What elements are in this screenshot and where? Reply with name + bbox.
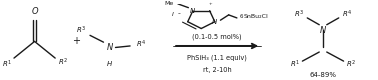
Text: N: N bbox=[212, 19, 217, 25]
Text: $R^2$: $R^2$ bbox=[346, 58, 356, 70]
Text: N: N bbox=[106, 43, 113, 52]
Text: N: N bbox=[320, 26, 326, 35]
Text: $R^2$: $R^2$ bbox=[58, 57, 68, 68]
Text: (0.1-0.5 mol%): (0.1-0.5 mol%) bbox=[192, 33, 242, 40]
Text: Me: Me bbox=[164, 1, 173, 6]
Text: $R^1$: $R^1$ bbox=[2, 58, 11, 70]
Text: $R^3$: $R^3$ bbox=[294, 8, 304, 20]
Text: SnBu₂Cl: SnBu₂Cl bbox=[244, 14, 268, 19]
Text: N: N bbox=[190, 8, 195, 14]
Text: $R^1$: $R^1$ bbox=[290, 58, 300, 70]
Text: rt, 2-10h: rt, 2-10h bbox=[203, 67, 232, 73]
Text: 64-89%: 64-89% bbox=[310, 72, 336, 78]
Text: +: + bbox=[72, 36, 80, 46]
Text: $^-$: $^-$ bbox=[177, 10, 182, 15]
Text: PhSiH₃ (1.1 equiv): PhSiH₃ (1.1 equiv) bbox=[187, 54, 247, 61]
Text: 6: 6 bbox=[240, 14, 243, 19]
Text: H: H bbox=[107, 61, 112, 67]
Text: $^+$: $^+$ bbox=[208, 2, 215, 7]
Text: I: I bbox=[171, 12, 173, 17]
Text: $R^4$: $R^4$ bbox=[136, 39, 146, 50]
Text: O: O bbox=[31, 7, 38, 16]
Text: $R^3$: $R^3$ bbox=[76, 25, 87, 36]
Text: $R^4$: $R^4$ bbox=[342, 8, 352, 20]
